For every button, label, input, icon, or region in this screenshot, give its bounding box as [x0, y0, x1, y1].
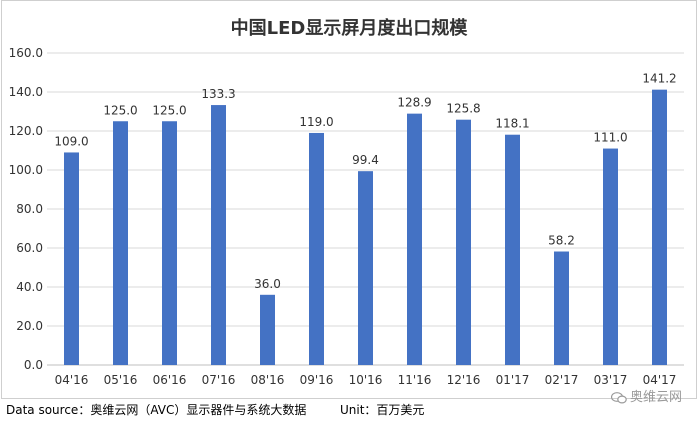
- bar: [456, 119, 471, 365]
- data-source-note: Data source：奥维云网（AVC）显示器件与系统大数据: [6, 403, 307, 417]
- wechat-icon: [610, 391, 627, 404]
- x-tick-label: 06'16: [153, 373, 187, 387]
- bar-value-label: 141.2: [642, 72, 676, 86]
- bar-value-label: 128.9: [397, 96, 431, 110]
- x-tick-label: 04'17: [643, 373, 677, 387]
- bar: [113, 121, 128, 365]
- chart-frame: 中国LED显示屏月度出口规模 0.0 20.0 40.0 60.0 80.0 100.0 1…: [1, 0, 697, 399]
- bar-value-label: 111.0: [593, 131, 627, 145]
- bar: [211, 105, 226, 365]
- bar-value-label: 36.0: [254, 277, 281, 291]
- y-tick-label: 20.0: [16, 319, 43, 333]
- bar: [64, 152, 79, 365]
- bar: [260, 294, 275, 365]
- y-tick-label: 160.0: [9, 46, 43, 60]
- bar-value-label: 109.0: [54, 134, 88, 148]
- bar-value-label: 119.0: [299, 115, 333, 129]
- bar-value-label: 125.0: [152, 103, 186, 117]
- bar: [358, 171, 373, 365]
- bar: [554, 251, 569, 365]
- x-tick-label: 05'16: [104, 373, 138, 387]
- y-tick-label: 140.0: [9, 85, 43, 99]
- y-axis-ticks: 0.0 20.0 40.0 60.0 80.0 100.0 120.0 140.0 160.0: [9, 46, 43, 372]
- bar: [309, 132, 324, 365]
- watermark: 奥维云网: [610, 386, 682, 405]
- bar-value-label: 99.4: [352, 153, 379, 167]
- x-tick-label: 09'16: [300, 373, 334, 387]
- value-labels: 109.0 125.0 125.0 133.3 36.0 119.0 99.4 128.9 12…: [54, 72, 676, 291]
- bar-value-label: 118.1: [495, 117, 529, 131]
- x-tick-label: 10'16: [349, 373, 383, 387]
- bar: [505, 134, 520, 365]
- x-tick-label: 01'17: [496, 373, 530, 387]
- bar-value-label: 133.3: [201, 87, 235, 101]
- watermark-text: 奥维云网: [629, 390, 682, 405]
- x-tick-label: 03'17: [594, 373, 628, 387]
- bar: [162, 121, 177, 365]
- bar-value-label: 58.2: [548, 234, 575, 248]
- x-tick-label: 04'16: [55, 373, 89, 387]
- y-tick-label: 80.0: [16, 202, 43, 216]
- bar: [652, 89, 667, 365]
- bar: [407, 113, 422, 366]
- y-tick-label: 100.0: [9, 163, 43, 177]
- y-tick-label: 60.0: [16, 241, 43, 255]
- x-tick-label: 11'16: [398, 373, 432, 387]
- x-tick-label: 02'17: [545, 373, 579, 387]
- bar-value-label: 125.0: [103, 103, 137, 117]
- bars: [64, 89, 667, 366]
- x-tick-label: 12'16: [447, 373, 481, 387]
- y-tick-label: 120.0: [9, 124, 43, 138]
- bar: [603, 148, 618, 365]
- x-tick-label: 08'16: [251, 373, 285, 387]
- unit-note: Unit：百万美元: [340, 403, 425, 417]
- bar-chart: 中国LED显示屏月度出口规模 0.0 20.0 40.0 60.0 80.0 100.0 1…: [9, 17, 684, 387]
- chart-title: 中国LED显示屏月度出口规模: [231, 17, 469, 39]
- bar-value-label: 125.8: [446, 102, 480, 116]
- x-tick-label: 07'16: [202, 373, 236, 387]
- y-tick-label: 0.0: [24, 358, 43, 372]
- footer: Data source：奥维云网（AVC）显示器件与系统大数据 Unit：百万美…: [6, 401, 696, 421]
- x-axis-ticks: 04'16 05'16 06'16 07'16 08'16 09'16 10'16 11'16…: [55, 373, 677, 387]
- y-tick-label: 40.0: [16, 280, 43, 294]
